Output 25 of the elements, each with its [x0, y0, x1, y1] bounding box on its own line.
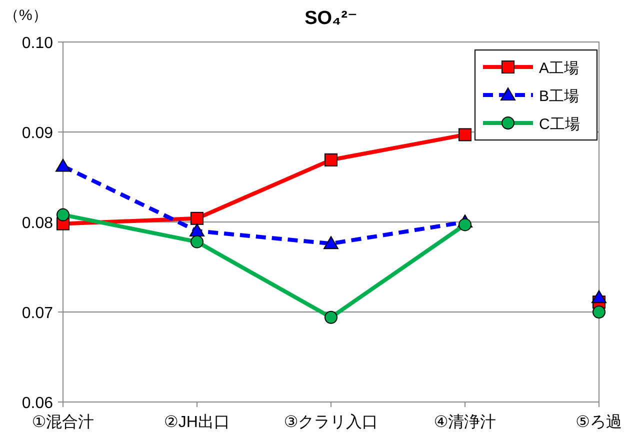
- point: [324, 236, 338, 250]
- point: [458, 128, 472, 142]
- x-tick-label: ②JH出口: [164, 413, 230, 431]
- y-tick-label: 0.09: [22, 125, 54, 142]
- point: [56, 208, 70, 222]
- point: [190, 224, 204, 236]
- y-tick-label: 0.06: [22, 395, 54, 412]
- x-tick-label: ④清浄汁: [434, 413, 496, 431]
- point: [190, 235, 204, 248]
- point: [324, 310, 338, 324]
- legend-label: B工場: [539, 88, 580, 105]
- x-tick-label: ③クラリ入口: [284, 413, 378, 431]
- point: [458, 218, 472, 232]
- point: [56, 158, 70, 172]
- x-tick-label: ①混合汁: [32, 413, 94, 431]
- y-axis-title: （%）: [4, 7, 48, 24]
- point: [190, 212, 204, 225]
- x-tick-label: ⑤ろ過: [576, 414, 622, 431]
- y-tick-label: 0.07: [22, 305, 54, 322]
- y-tick-label: 0.08: [22, 215, 54, 232]
- chart-title: SO₄²⁻: [304, 8, 358, 29]
- legend-label: A工場: [539, 60, 580, 77]
- legend-label: C工場: [539, 116, 580, 133]
- y-tick-label: 0.10: [22, 35, 54, 52]
- point: [324, 153, 338, 166]
